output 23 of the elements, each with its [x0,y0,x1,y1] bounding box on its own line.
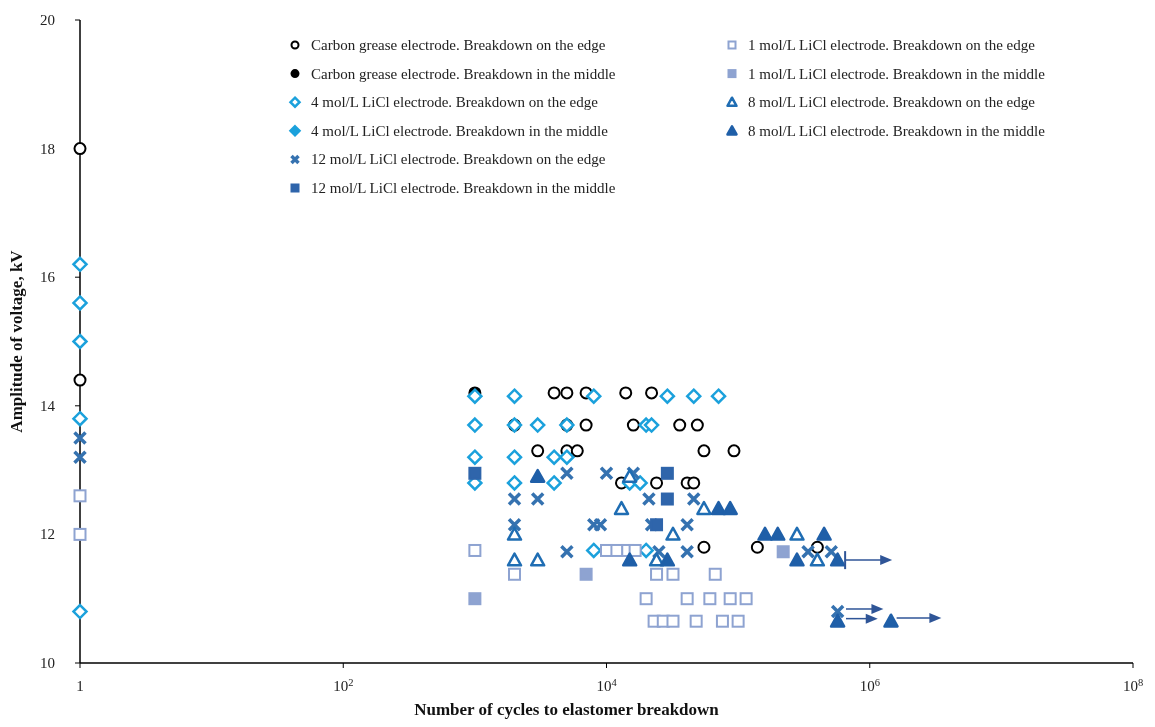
legend-label: 4 mol/L LiCl electrode. Breakdown in the middle [311,122,609,139]
y-tick-label: 14 [40,397,56,414]
y-tick-label: 20 [40,12,55,28]
x-tick-label: 10$^{8}$ [1122,676,1144,694]
legend-label: 8 mol/L LiCl electrode. Breakdown in the middle [748,122,1046,139]
legend-label: Carbon grease electrode. Breakdown on the edge [311,37,606,53]
legend-label: 4 mol/L LiCl electrode. Breakdown on the edge [311,94,599,111]
legend-label: Carbon grease electrode. Breakdown in the middle [311,65,616,82]
x-tick-label: 10$^{6}$ [859,676,880,694]
x-tick-label: 10$^{4}$ [596,676,618,694]
y-tick-label: 12 [40,526,55,543]
legend-label: 8 mol/L LiCl electrode. Breakdown on the edge [748,94,1036,111]
legend-label: 12 mol/L LiCl electrode. Breakdown on the edge [311,151,606,168]
x-tick-label: 10$^{2}$ [333,676,354,694]
x-tick-label: 1 [76,678,84,694]
y-tick-label: 10 [40,655,55,671]
y-axis-title: Amplitude of voltage, kV [7,249,26,433]
y-tick-label: 18 [40,140,55,157]
x-axis-title: Number of cycles to elastomer breakdown [414,700,720,719]
legend-label: 1 mol/L LiCl electrode. Breakdown in the middle [748,65,1046,82]
y-tick-label: 16 [40,269,56,286]
legend-label: 1 mol/L LiCl electrode. Breakdown on the edge [748,37,1036,53]
legend-label: 12 mol/L LiCl electrode. Breakdown in the middle [311,180,616,196]
